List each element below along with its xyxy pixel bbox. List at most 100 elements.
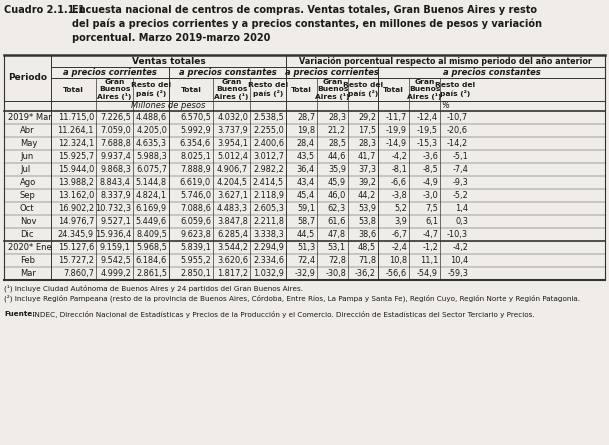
Text: Abr: Abr (20, 126, 35, 135)
Text: -10,3: -10,3 (447, 230, 468, 239)
Text: -3,6: -3,6 (422, 152, 438, 161)
Text: 4.906,7: 4.906,7 (217, 165, 248, 174)
Text: 28,5: 28,5 (328, 139, 346, 148)
Text: -7,4: -7,4 (452, 165, 468, 174)
Text: 2.334,6: 2.334,6 (253, 256, 284, 265)
Text: Gran
Buenos
Aires (¹): Gran Buenos Aires (¹) (315, 79, 350, 101)
Text: 6.184,6: 6.184,6 (136, 256, 167, 265)
Text: 8.409,5: 8.409,5 (136, 230, 167, 239)
Text: 72,8: 72,8 (328, 256, 346, 265)
Text: 10.732,3: 10.732,3 (95, 204, 131, 213)
Text: 2020* Ene: 2020* Ene (8, 243, 52, 252)
Text: 48,5: 48,5 (358, 243, 376, 252)
Text: 4.824,1: 4.824,1 (136, 191, 167, 200)
Text: 5.144,8: 5.144,8 (136, 178, 167, 187)
Text: Millones de pesos: Millones de pesos (132, 101, 206, 110)
Text: 0,3: 0,3 (455, 217, 468, 226)
Text: 5.449,6: 5.449,6 (136, 217, 167, 226)
Text: -6,7: -6,7 (391, 230, 407, 239)
Text: 6,1: 6,1 (425, 217, 438, 226)
Text: -36,2: -36,2 (355, 269, 376, 278)
Text: 2.211,8: 2.211,8 (253, 217, 284, 226)
Text: -3,8: -3,8 (391, 191, 407, 200)
Text: Jun: Jun (20, 152, 33, 161)
Text: 2.850,1: 2.850,1 (180, 269, 211, 278)
Text: 38,6: 38,6 (358, 230, 376, 239)
Text: -12,4: -12,4 (417, 113, 438, 122)
Text: -32,9: -32,9 (294, 269, 315, 278)
Text: 35,9: 35,9 (328, 165, 346, 174)
Text: Dic: Dic (20, 230, 33, 239)
Text: -14,2: -14,2 (447, 139, 468, 148)
Text: -1,2: -1,2 (422, 243, 438, 252)
Text: 37,3: 37,3 (358, 165, 376, 174)
Text: -3,0: -3,0 (422, 191, 438, 200)
Text: Mar: Mar (20, 269, 36, 278)
Text: Jul: Jul (20, 165, 30, 174)
Text: a precios constantes: a precios constantes (443, 68, 540, 77)
Text: 43,4: 43,4 (297, 178, 315, 187)
Text: 15.727,2: 15.727,2 (58, 256, 94, 265)
Text: Fuente:: Fuente: (4, 311, 35, 317)
Text: Periodo: Periodo (8, 73, 47, 82)
Text: -15,3: -15,3 (417, 139, 438, 148)
Text: 6.059,6: 6.059,6 (180, 217, 211, 226)
Text: 15.925,7: 15.925,7 (58, 152, 94, 161)
Text: 46,0: 46,0 (328, 191, 346, 200)
Text: 9.937,4: 9.937,4 (100, 152, 131, 161)
Text: 9.868,3: 9.868,3 (100, 165, 131, 174)
Text: Total: Total (180, 86, 202, 93)
Text: -4,2: -4,2 (452, 243, 468, 252)
Text: 7.688,8: 7.688,8 (100, 139, 131, 148)
Text: 44,6: 44,6 (328, 152, 346, 161)
Text: Total: Total (291, 86, 312, 93)
Text: 13.988,2: 13.988,2 (58, 178, 94, 187)
Text: Resto del
país (²): Resto del país (²) (435, 82, 475, 97)
Text: -4,9: -4,9 (422, 178, 438, 187)
Text: Encuesta nacional de centros de compras. Ventas totales, Gran Buenos Aires y res: Encuesta nacional de centros de compras.… (72, 5, 542, 43)
Text: -54,9: -54,9 (417, 269, 438, 278)
Text: 2.400,6: 2.400,6 (253, 139, 284, 148)
Text: Gran
Buenos
Aires (¹): Gran Buenos Aires (¹) (97, 79, 132, 101)
Text: 3,9: 3,9 (394, 217, 407, 226)
Text: 13.162,0: 13.162,0 (58, 191, 94, 200)
Text: 12.324,1: 12.324,1 (58, 139, 94, 148)
Text: 1,4: 1,4 (455, 204, 468, 213)
Text: 5.012,4: 5.012,4 (217, 152, 248, 161)
Text: 7.059,0: 7.059,0 (100, 126, 131, 135)
Text: 10,8: 10,8 (389, 256, 407, 265)
Text: Total: Total (63, 86, 84, 93)
Text: 53,8: 53,8 (358, 217, 376, 226)
Text: Gran
Buenos
Aires (¹): Gran Buenos Aires (¹) (214, 79, 248, 101)
Text: -30,8: -30,8 (325, 269, 346, 278)
Text: Resto del
país (²): Resto del país (²) (343, 82, 383, 97)
Text: 9.623,8: 9.623,8 (180, 230, 211, 239)
Text: 6.619,0: 6.619,0 (180, 178, 211, 187)
Text: Ago: Ago (20, 178, 37, 187)
Text: 2.118,9: 2.118,9 (253, 191, 284, 200)
Text: 8.337,9: 8.337,9 (100, 191, 131, 200)
Text: -5,2: -5,2 (452, 191, 468, 200)
Text: -56,6: -56,6 (386, 269, 407, 278)
Text: 51,3: 51,3 (297, 243, 315, 252)
Text: 6.169,9: 6.169,9 (136, 204, 167, 213)
Text: -8,5: -8,5 (422, 165, 438, 174)
Text: 8.025,1: 8.025,1 (180, 152, 211, 161)
Text: 4.204,5: 4.204,5 (217, 178, 248, 187)
Text: -2,4: -2,4 (391, 243, 407, 252)
Text: 7.888,9: 7.888,9 (180, 165, 211, 174)
Text: -4,7: -4,7 (422, 230, 438, 239)
Text: 53,1: 53,1 (328, 243, 346, 252)
Text: -19,9: -19,9 (386, 126, 407, 135)
Text: -8,1: -8,1 (391, 165, 407, 174)
Text: 2.414,5: 2.414,5 (253, 178, 284, 187)
Text: May: May (20, 139, 37, 148)
Text: 19,8: 19,8 (297, 126, 315, 135)
Text: 61,6: 61,6 (328, 217, 346, 226)
Text: %: % (442, 101, 449, 110)
Text: 6.075,7: 6.075,7 (136, 165, 167, 174)
Text: 4.488,6: 4.488,6 (136, 113, 167, 122)
Text: 16.902,2: 16.902,2 (58, 204, 94, 213)
Text: 7.088,6: 7.088,6 (180, 204, 211, 213)
Text: (¹) Incluye Ciudad Autónoma de Buenos Aires y 24 partidos del Gran Buenos Aires.: (¹) Incluye Ciudad Autónoma de Buenos Ai… (4, 284, 303, 291)
